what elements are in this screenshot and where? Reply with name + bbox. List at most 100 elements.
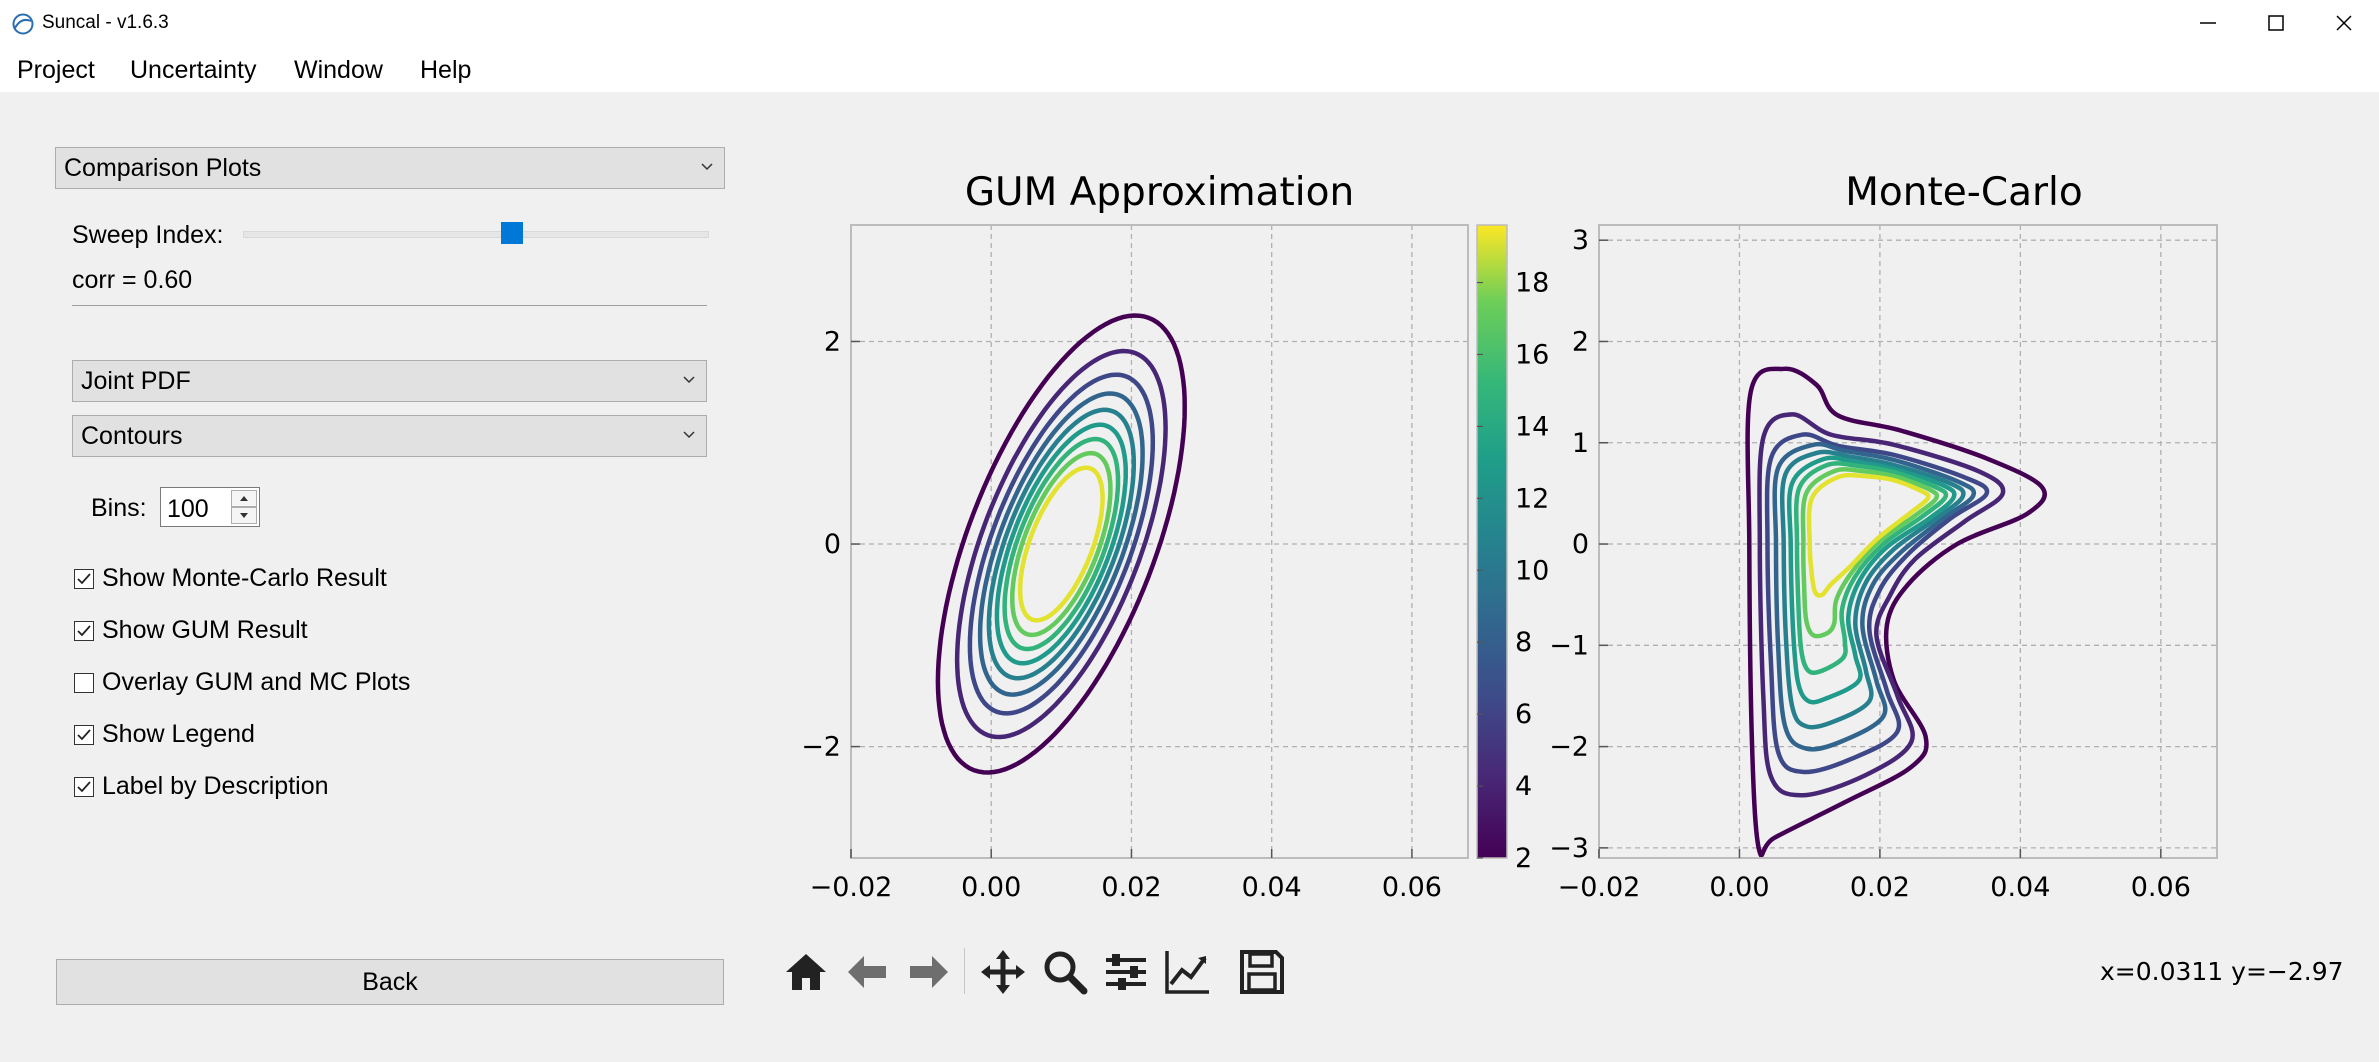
mc-contour-line xyxy=(1806,472,1931,598)
suncal-app-icon xyxy=(12,13,34,35)
plot-canvas[interactable]: GUM Approximation −0.02 0.00 0.02 0.04 0.06 … xyxy=(760,150,2360,930)
menu-bar: Project Uncertainty Window Help xyxy=(0,46,2379,92)
cursor-coordinates: x=0.0311 y=−2.97 xyxy=(2100,957,2344,986)
home-icon[interactable] xyxy=(780,946,832,998)
gum-contour-line xyxy=(994,422,1128,666)
menu-window[interactable]: Window xyxy=(294,56,383,84)
bins-decrement-button[interactable] xyxy=(231,507,257,524)
mc-plot-area[interactable] xyxy=(1599,225,2217,858)
colorbar-tick-label: 2 xyxy=(1515,843,1532,874)
mc-chart-title: Monte-Carlo xyxy=(1845,170,2082,215)
x-tick-label: −0.02 xyxy=(810,872,893,903)
x-tick-label: 0.02 xyxy=(1850,872,1910,903)
maximize-button[interactable] xyxy=(2242,0,2310,46)
menu-uncertainty[interactable]: Uncertainty xyxy=(130,56,257,84)
gum-contour-line xyxy=(977,391,1145,697)
bins-value: 100 xyxy=(167,495,209,523)
gum-contour-line xyxy=(935,313,1187,775)
colorbar-ticks: 2 4 6 8 10 12 14 16 18 xyxy=(1477,268,1549,874)
y-tick-label: 0 xyxy=(1572,529,1589,560)
back-button[interactable]: Back xyxy=(56,959,724,1005)
minimize-button[interactable] xyxy=(2174,0,2242,46)
colorbar xyxy=(1476,224,1508,859)
zoom-icon[interactable] xyxy=(1039,946,1091,998)
colorbar-tick-label: 10 xyxy=(1515,555,1549,586)
sweep-index-slider[interactable] xyxy=(243,231,709,238)
x-tick-label: 0.00 xyxy=(961,872,1021,903)
x-tick-label: −0.02 xyxy=(1558,872,1641,903)
plot-style-select-value: Contours xyxy=(81,422,183,450)
plot-type-select-value: Joint PDF xyxy=(81,367,191,395)
menu-help[interactable]: Help xyxy=(420,56,472,84)
bins-label: Bins: xyxy=(91,494,147,522)
checkbox-box[interactable] xyxy=(74,777,94,797)
colorbar-tick-label: 18 xyxy=(1515,268,1549,299)
mc-x-ticks: −0.02 0.00 0.02 0.04 0.06 xyxy=(1558,849,2191,903)
forward-arrow-icon[interactable] xyxy=(902,946,954,998)
x-tick-label: 0.02 xyxy=(1101,872,1161,903)
chevron-up-icon xyxy=(240,496,248,501)
checkbox-box[interactable] xyxy=(74,569,94,589)
gum-contour-line xyxy=(1010,450,1113,638)
gum-contour-line xyxy=(967,372,1156,716)
checkbox-label: Show Legend xyxy=(102,720,255,748)
y-tick-label: 1 xyxy=(1572,428,1589,459)
maximize-icon xyxy=(2268,15,2284,31)
mc-contour-line xyxy=(1800,467,1940,639)
configure-subplots-icon[interactable] xyxy=(1100,946,1152,998)
gum-contour-line xyxy=(986,407,1137,681)
mc-contour-line xyxy=(1757,412,2006,798)
chevron-down-icon xyxy=(240,513,248,518)
mc-contour-line xyxy=(1786,455,1957,705)
back-arrow-icon[interactable] xyxy=(842,946,894,998)
colorbar-tick-label: 12 xyxy=(1515,483,1549,514)
mc-contour-line xyxy=(1779,449,1966,730)
bins-increment-button[interactable] xyxy=(231,490,257,507)
minimize-icon xyxy=(2200,22,2216,24)
y-tick-label: 2 xyxy=(824,326,841,357)
chevron-down-icon xyxy=(701,163,713,171)
menu-project[interactable]: Project xyxy=(17,56,95,84)
gum-contour-line xyxy=(1017,465,1105,623)
y-tick-label: −3 xyxy=(1549,833,1589,864)
mc-contour-line xyxy=(1772,441,1977,752)
close-button[interactable] xyxy=(2310,0,2378,46)
plot-style-select[interactable]: Contours xyxy=(72,415,707,457)
checkbox-box[interactable] xyxy=(74,621,94,641)
title-bar: Suncal - v1.6.3 xyxy=(0,0,2379,46)
chevron-down-icon xyxy=(683,376,695,384)
plot-type-select[interactable]: Joint PDF xyxy=(72,360,707,402)
colorbar-tick-label: 4 xyxy=(1515,771,1532,802)
colorbar-tick-label: 14 xyxy=(1515,411,1549,442)
mc-contour-line xyxy=(1745,366,2048,858)
edit-axis-icon[interactable] xyxy=(1162,946,1214,998)
pan-icon[interactable] xyxy=(977,946,1029,998)
checkbox-label: Show Monte-Carlo Result xyxy=(102,564,387,592)
checkmark-icon xyxy=(77,781,91,793)
sweep-index-label: Sweep Index: xyxy=(72,221,224,249)
mc-contours xyxy=(1745,366,2048,858)
mc-y-ticks: −3 −2 −1 0 1 2 3 xyxy=(1549,225,1608,864)
panel-divider xyxy=(72,305,707,306)
chevron-down-icon xyxy=(683,431,695,439)
x-tick-label: 0.04 xyxy=(1990,872,2050,903)
bins-spinbox[interactable]: 100 xyxy=(160,487,260,527)
checkmark-icon xyxy=(77,573,91,585)
gum-contour-line xyxy=(954,348,1168,740)
checkbox-label: Overlay GUM and MC Plots xyxy=(102,668,411,696)
x-tick-label: 0.04 xyxy=(1242,872,1302,903)
gum-y-ticks: −2 0 2 xyxy=(801,326,860,763)
gum-x-ticks: −0.02 0.00 0.02 0.04 0.06 xyxy=(810,849,1442,903)
x-tick-label: 0.06 xyxy=(1382,872,1442,903)
gum-chart-title: GUM Approximation xyxy=(965,170,1354,215)
checkmark-icon xyxy=(77,729,91,741)
view-select[interactable]: Comparison Plots xyxy=(55,147,725,189)
y-tick-label: 2 xyxy=(1572,326,1589,357)
view-select-value: Comparison Plots xyxy=(64,154,262,182)
window-title: Suncal - v1.6.3 xyxy=(42,12,169,33)
checkbox-box[interactable] xyxy=(74,725,94,745)
sweep-index-slider-handle[interactable] xyxy=(501,222,524,244)
save-icon[interactable] xyxy=(1236,946,1288,998)
checkbox-box[interactable] xyxy=(74,673,94,693)
mc-axes-frame xyxy=(1598,224,2218,859)
